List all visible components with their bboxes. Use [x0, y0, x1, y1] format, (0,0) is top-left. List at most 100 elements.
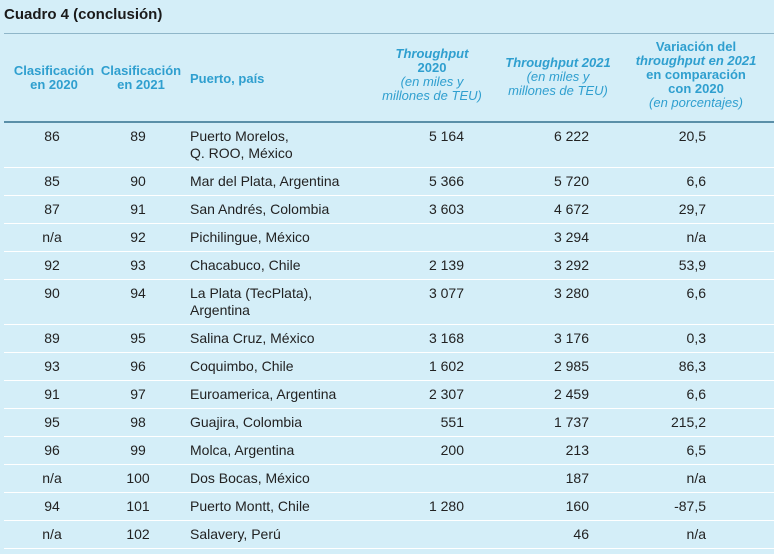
header-var-line4: con 2020 [668, 81, 724, 96]
cell-variation: 215,2 [670, 414, 706, 430]
cell-throughput-2020: 551 [440, 414, 464, 430]
header-variation: Variación del throughput en 2021 en comp… [626, 40, 766, 110]
table-row: 92 93 Chacabuco, Chile 2 139 3 292 53,9 [4, 252, 774, 280]
cell-rank-2020: 94 [44, 498, 60, 514]
cell-port: Mar del Plata, Argentina [190, 173, 380, 190]
cell-port: Chacabuco, Chile [190, 257, 380, 274]
cell-throughput-2021: 2 459 [553, 386, 589, 402]
cell-port-line1: Puerto Montt, Chile [190, 498, 310, 514]
header-rank-2020-line1: Clasificación [13, 63, 95, 78]
table-header: Clasificación en 2020 Clasificación en 2… [4, 33, 774, 122]
cell-rank-2020: 85 [44, 173, 60, 189]
header-tp2020-line1: Throughput [395, 46, 469, 61]
cell-rank-2021: 89 [130, 128, 146, 144]
cell-rank-2021: 94 [130, 285, 146, 301]
header-var-line1: Variación del [655, 39, 737, 54]
cell-rank-2020: 96 [44, 442, 60, 458]
cell-throughput-2021: 4 672 [553, 201, 589, 217]
cell-port-line1: La Plata (TecPlata), [190, 285, 313, 301]
data-table: Clasificación en 2020 Clasificación en 2… [4, 33, 774, 549]
cell-rank-2021: 100 [126, 470, 150, 486]
cell-rank-2020: n/a [42, 526, 62, 542]
cell-port-line1: Molca, Argentina [190, 442, 295, 458]
cell-variation: 6,6 [686, 173, 706, 189]
cell-rank-2020: 86 [44, 128, 60, 144]
cell-throughput-2021: 187 [565, 470, 589, 486]
cell-variation: n/a [686, 229, 706, 245]
cell-rank-2021: 98 [130, 414, 146, 430]
header-rank-2021: Clasificación en 2021 [96, 64, 186, 92]
cell-port-line1: Mar del Plata, Argentina [190, 173, 340, 189]
header-rank-2020-line2: en 2020 [30, 77, 78, 92]
cell-port-line1: Salavery, Perú [190, 526, 281, 542]
cell-rank-2021: 96 [130, 358, 146, 374]
cell-port: Dos Bocas, México [190, 470, 380, 487]
cell-rank-2020: 89 [44, 330, 60, 346]
cell-throughput-2021: 3 292 [553, 257, 589, 273]
cell-port: Puerto Montt, Chile [190, 498, 380, 515]
cell-rank-2021: 91 [130, 201, 146, 217]
cell-port-line2: Q. ROO, México [190, 145, 293, 161]
table-row: 91 97 Euroamerica, Argentina 2 307 2 459 6,6 [4, 381, 774, 409]
cell-rank-2021: 102 [126, 526, 150, 542]
cell-throughput-2020: 1 280 [428, 498, 464, 514]
cell-rank-2021: 99 [130, 442, 146, 458]
cell-variation: n/a [686, 526, 706, 542]
header-rank-2021-line1: Clasificación [100, 63, 182, 78]
cell-port: Molca, Argentina [190, 442, 380, 459]
header-rank-2020: Clasificación en 2020 [8, 64, 100, 92]
cell-throughput-2021: 213 [565, 442, 589, 458]
cell-throughput-2020: 3 077 [428, 285, 464, 301]
cell-variation: 29,7 [678, 201, 706, 217]
cell-rank-2021: 93 [130, 257, 146, 273]
cell-port-line1: Guajira, Colombia [190, 414, 303, 430]
cell-port: La Plata (TecPlata), Argentina [190, 285, 380, 319]
cell-throughput-2021: 3 280 [553, 285, 589, 301]
cell-rank-2021: 95 [130, 330, 146, 346]
cell-throughput-2020: 3 168 [428, 330, 464, 346]
cell-variation: 0,3 [686, 330, 706, 346]
cell-rank-2020: n/a [42, 229, 62, 245]
cell-variation: 6,6 [686, 386, 706, 402]
header-throughput-2020: Throughput 2020 (en miles y millones de … [374, 47, 490, 103]
cell-port: Salavery, Perú [190, 526, 380, 543]
header-divider [4, 121, 774, 123]
cell-throughput-2021: 2 985 [553, 358, 589, 374]
table-row: 90 94 La Plata (TecPlata), Argentina 3 077 3 … [4, 280, 774, 325]
table-body: 86 89 Puerto Morelos, Q. ROO, México 5 164 6 … [4, 123, 774, 549]
cell-rank-2020: 90 [44, 285, 60, 301]
cell-throughput-2020: 2 307 [428, 386, 464, 402]
cell-port: San Andrés, Colombia [190, 201, 380, 218]
header-var-line5: (en porcentajes) [649, 95, 743, 110]
table-row: 85 90 Mar del Plata, Argentina 5 366 5 720 6,… [4, 168, 774, 196]
header-var-line2: throughput en 2021 [635, 53, 757, 68]
cell-rank-2021: 101 [126, 498, 150, 514]
table-row: n/a 102 Salavery, Perú 46 n/a [4, 521, 774, 549]
cell-rank-2020: 92 [44, 257, 60, 273]
cell-throughput-2020: 2 139 [428, 257, 464, 273]
header-tp2020-line3: (en miles y [400, 74, 464, 89]
cell-variation: 86,3 [678, 358, 706, 374]
cell-port: Euroamerica, Argentina [190, 386, 380, 403]
cell-rank-2020: 91 [44, 386, 60, 402]
cell-throughput-2021: 46 [573, 526, 589, 542]
cell-port: Puerto Morelos, Q. ROO, México [190, 128, 380, 162]
cell-variation: 53,9 [678, 257, 706, 273]
cell-port-line1: Euroamerica, Argentina [190, 386, 337, 402]
table-row: 93 96 Coquimbo, Chile 1 602 2 985 86,3 [4, 353, 774, 381]
header-tp2020-line4: millones de TEU) [382, 88, 482, 103]
table-row: 89 95 Salina Cruz, México 3 168 3 176 0,3 [4, 325, 774, 353]
table-row: 94 101 Puerto Montt, Chile 1 280 160 -87,5 [4, 493, 774, 521]
cell-throughput-2020: 5 164 [428, 128, 464, 144]
header-tp2021-line2: (en miles y [526, 69, 590, 84]
header-tp2021-line3: millones de TEU) [508, 83, 608, 98]
header-var-line3: en comparación [646, 67, 746, 82]
cell-port: Guajira, Colombia [190, 414, 380, 431]
cell-throughput-2020: 200 [440, 442, 464, 458]
cell-port-line1: Pichilingue, México [190, 229, 310, 245]
cell-port-line1: Salina Cruz, México [190, 330, 315, 346]
cell-rank-2021: 97 [130, 386, 146, 402]
cell-port: Coquimbo, Chile [190, 358, 380, 375]
header-tp2020-line2: 2020 [417, 60, 447, 75]
table-row: 96 99 Molca, Argentina 200 213 6,5 [4, 437, 774, 465]
